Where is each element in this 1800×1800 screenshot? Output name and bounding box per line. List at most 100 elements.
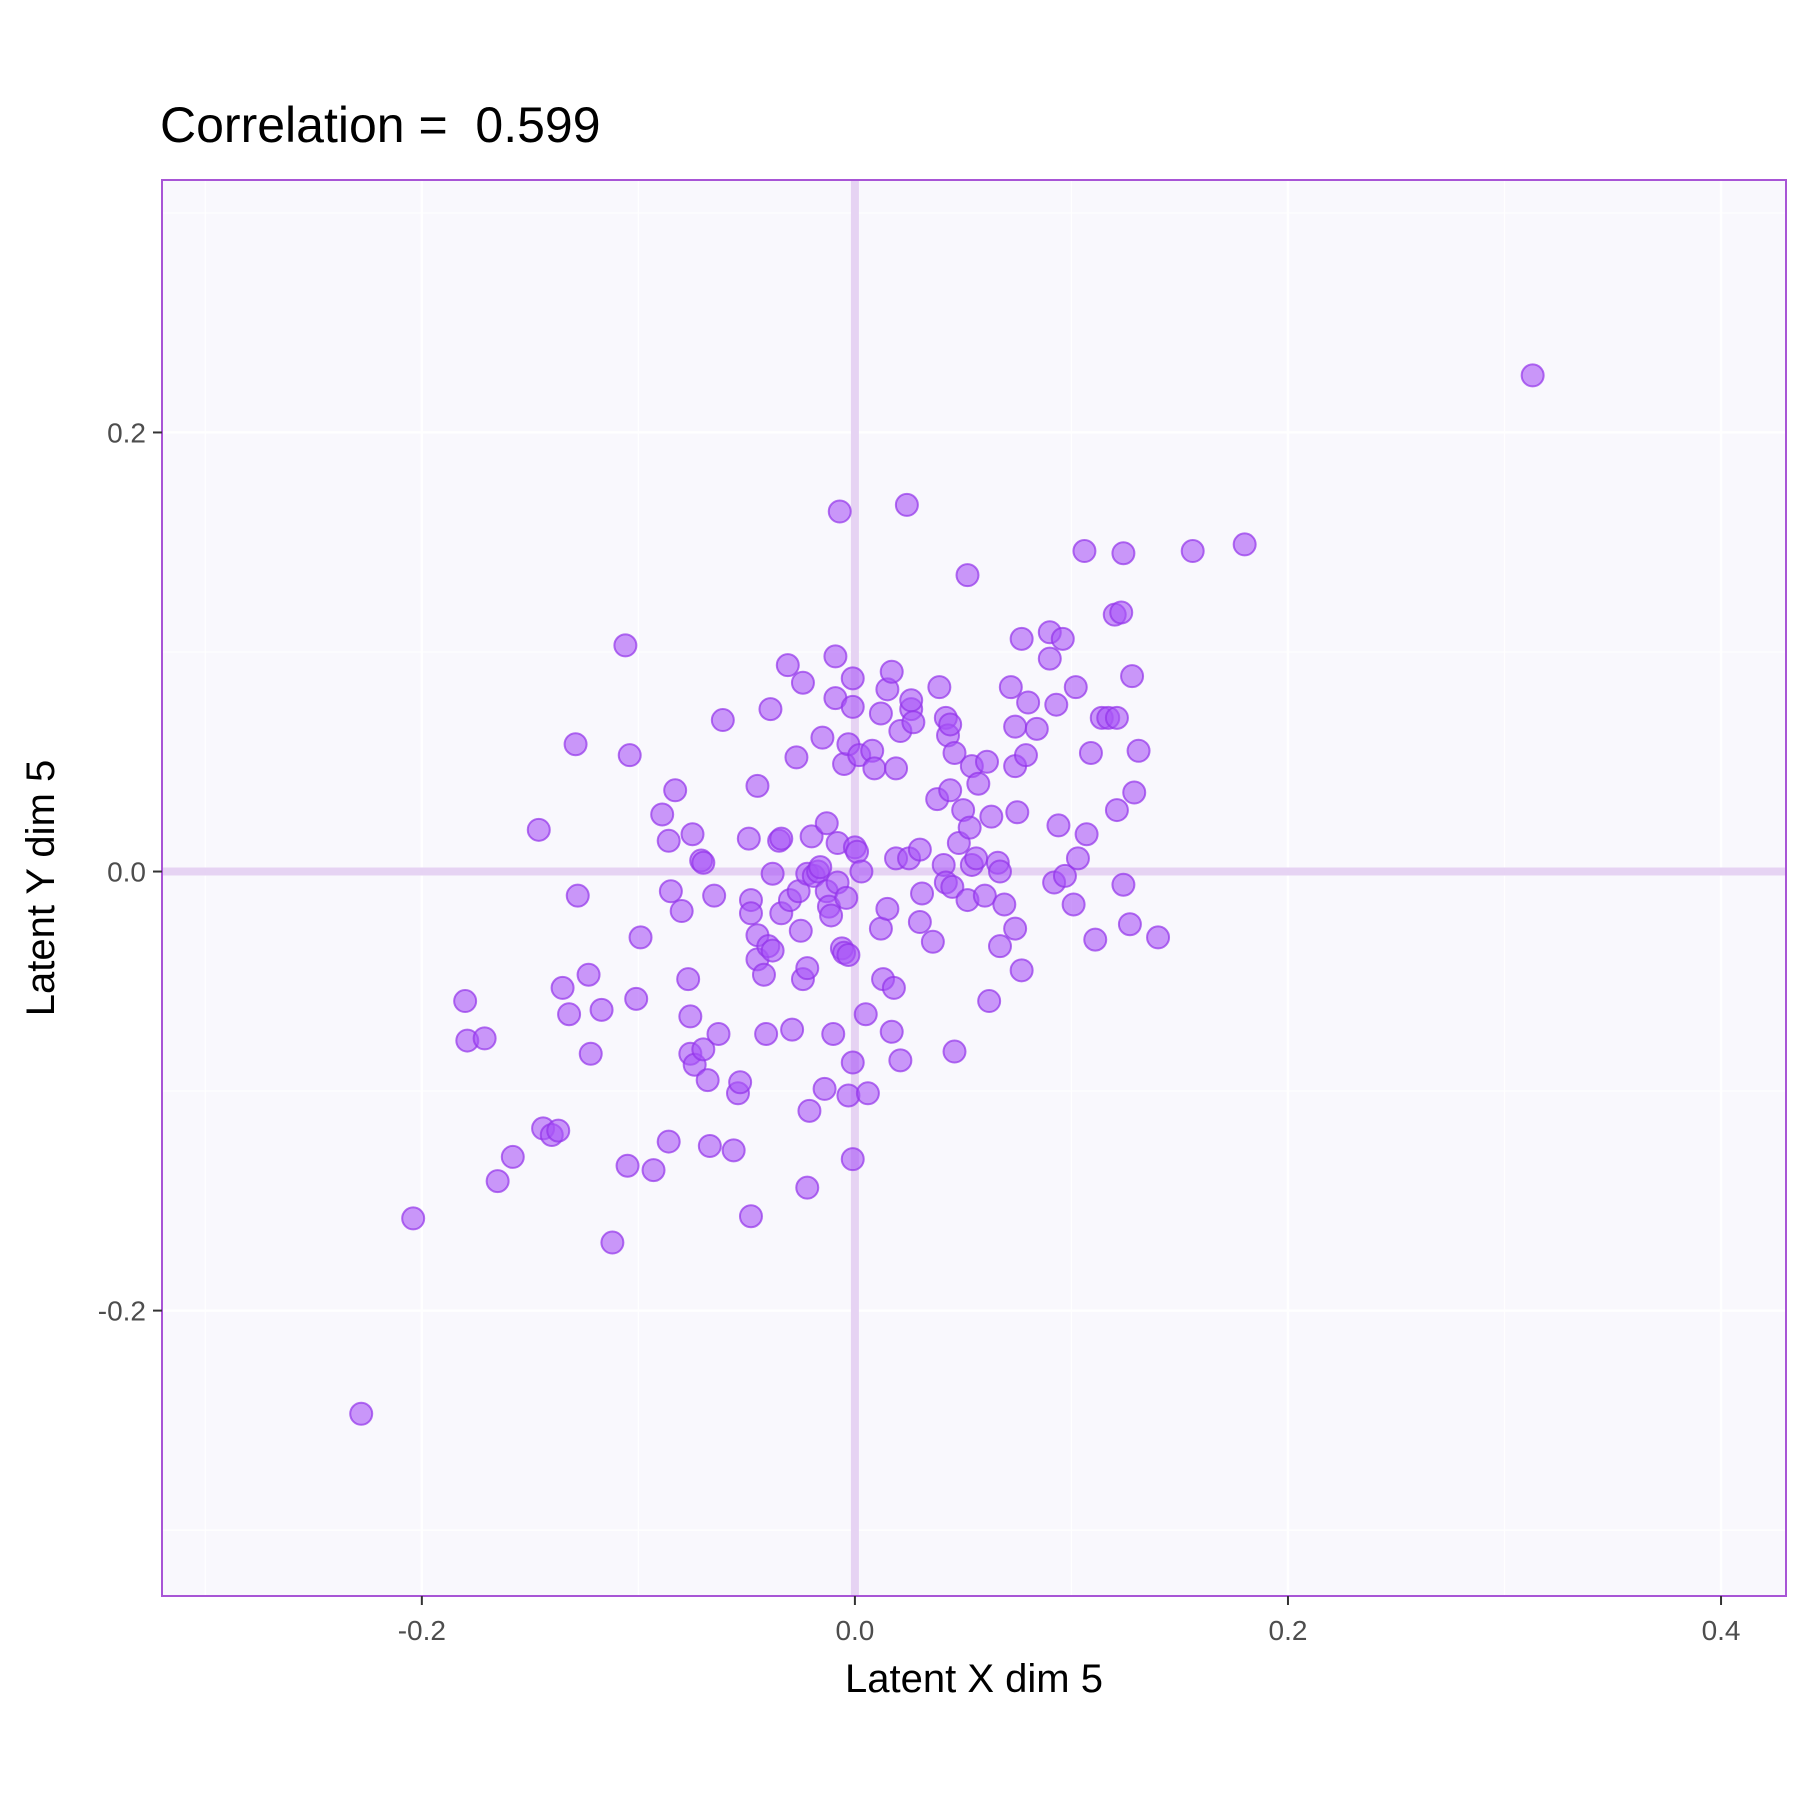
data-point — [974, 749, 999, 774]
data-point — [855, 1081, 880, 1106]
data-point — [1111, 872, 1136, 897]
data-point — [987, 859, 1012, 884]
data-point — [721, 1138, 746, 1163]
data-point — [615, 1153, 640, 1178]
data-point — [589, 997, 614, 1022]
data-point — [1232, 532, 1257, 557]
data-point — [987, 934, 1012, 959]
data-point — [1061, 892, 1086, 917]
data-point — [691, 1037, 716, 1062]
data-point — [1083, 927, 1108, 952]
data-point — [641, 1158, 666, 1183]
data-point — [920, 929, 945, 954]
data-point — [942, 1039, 967, 1064]
data-point — [663, 778, 688, 803]
data-point — [788, 918, 813, 943]
data-point — [678, 1004, 703, 1029]
data-point — [624, 986, 649, 1011]
data-point — [500, 1144, 525, 1169]
data-point — [751, 962, 776, 987]
data-point — [1109, 600, 1134, 625]
y-tick-label: -0.2 — [98, 1296, 146, 1327]
data-point — [557, 1002, 582, 1027]
data-point — [881, 975, 906, 1000]
data-point — [795, 956, 820, 981]
data-point — [769, 826, 794, 851]
data-point — [691, 850, 716, 875]
data-point — [1078, 740, 1103, 765]
data-point — [676, 967, 701, 992]
data-point — [628, 925, 653, 950]
data-point — [1104, 798, 1129, 823]
data-point — [972, 883, 997, 908]
x-tick-label: 0.4 — [1702, 1615, 1741, 1646]
data-point — [754, 1021, 779, 1046]
data-point — [840, 1050, 865, 1075]
data-point — [819, 903, 844, 928]
data-point — [992, 892, 1017, 917]
data-point — [738, 1204, 763, 1229]
data-point — [1003, 916, 1028, 941]
data-point — [1003, 714, 1028, 739]
data-point — [840, 666, 865, 691]
data-point — [1063, 675, 1088, 700]
data-point — [401, 1206, 426, 1231]
data-point — [907, 837, 932, 862]
data-point — [1122, 780, 1147, 805]
data-point — [840, 694, 865, 719]
data-point — [942, 740, 967, 765]
data-point — [728, 1070, 753, 1095]
plot-border — [161, 179, 1787, 1597]
data-point — [1074, 822, 1099, 847]
data-point — [613, 633, 638, 658]
data-point — [812, 1076, 837, 1101]
data-point — [576, 962, 601, 987]
data-point — [1520, 363, 1545, 388]
data-point — [617, 743, 642, 768]
data-point — [526, 817, 551, 842]
data-point — [775, 653, 800, 678]
data-point — [760, 938, 785, 963]
data-point — [738, 901, 763, 926]
data-point — [979, 804, 1004, 829]
x-axis-title: Latent X dim 5 — [845, 1657, 1103, 1701]
data-point — [680, 822, 705, 847]
data-point — [845, 839, 870, 864]
data-point — [695, 1068, 720, 1093]
data-point — [656, 828, 681, 853]
data-point — [814, 811, 839, 836]
data-point — [884, 756, 909, 781]
data-point — [563, 732, 588, 757]
data-point — [669, 899, 694, 924]
data-point — [1024, 716, 1049, 741]
data-point — [656, 1129, 681, 1154]
data-point — [1044, 692, 1069, 717]
data-point — [910, 881, 935, 906]
data-point — [1005, 800, 1030, 825]
data-point — [1016, 690, 1041, 715]
data-point — [940, 874, 965, 899]
data-point — [1037, 646, 1062, 671]
data-point — [1013, 743, 1038, 768]
data-point — [349, 1401, 374, 1426]
data-point — [964, 846, 989, 871]
data-point — [797, 1098, 822, 1123]
data-point — [546, 1118, 571, 1143]
data-point — [1050, 626, 1075, 651]
data-point — [894, 492, 919, 517]
data-point — [808, 855, 833, 880]
data-point — [706, 1021, 731, 1046]
data-point — [1180, 539, 1205, 564]
data-point — [849, 859, 874, 884]
y-tick-label: 0.0 — [107, 857, 146, 888]
x-tick-label: 0.2 — [1269, 1615, 1308, 1646]
chart-title: Correlation = 0.599 — [160, 97, 601, 153]
data-point — [697, 1133, 722, 1158]
x-tick-label: 0.0 — [835, 1615, 874, 1646]
data-point — [702, 883, 727, 908]
data-points — [349, 363, 1545, 1426]
data-point — [472, 1026, 497, 1051]
data-point — [795, 1175, 820, 1200]
data-point — [879, 1019, 904, 1044]
data-point — [955, 563, 980, 588]
